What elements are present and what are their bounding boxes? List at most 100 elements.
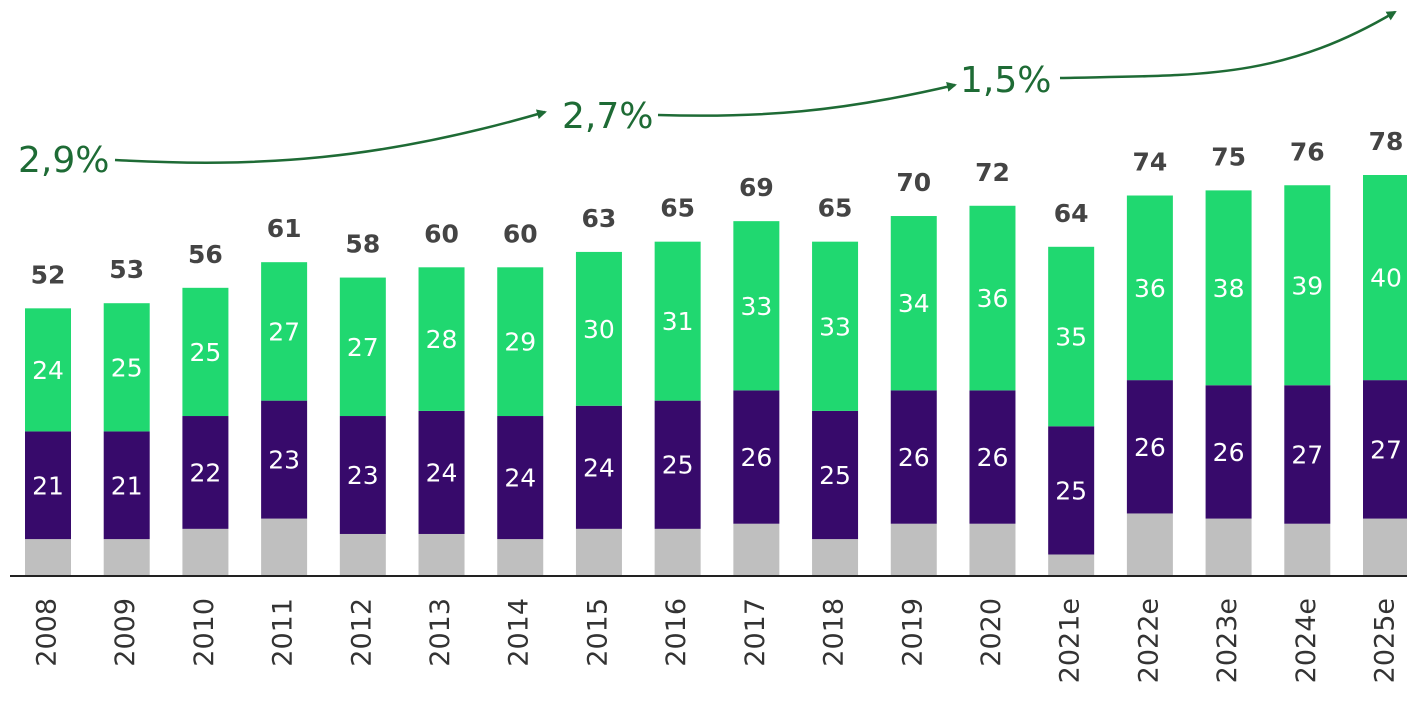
segment-label: 26 (898, 443, 930, 472)
total-label: 64 (1054, 199, 1089, 228)
bar-segment (261, 262, 308, 401)
annotation: 1,5% (960, 60, 1051, 101)
total-label: 72 (975, 158, 1010, 187)
bar-segment (812, 539, 859, 575)
segment-label: 23 (268, 446, 300, 475)
x-tick-label: 2023e (1212, 598, 1243, 683)
bar-segment (969, 523, 1016, 575)
bar-segment (25, 431, 71, 540)
bar-segment (1126, 380, 1173, 514)
segment-label: 25 (111, 353, 143, 382)
bar-segment (654, 400, 701, 529)
bar-segment (418, 533, 465, 575)
bar-segment (497, 539, 544, 575)
segment-label: 34 (898, 289, 930, 318)
x-tick-label: 2017 (740, 598, 771, 667)
bar-segment (733, 523, 780, 575)
bar-segment (969, 390, 1016, 524)
bar-segment (182, 528, 229, 575)
bar-segment (890, 390, 937, 524)
bar-segment (1205, 518, 1252, 575)
bar-segment (812, 241, 859, 411)
annotation: 2,7% (562, 96, 653, 137)
bar-segment (103, 431, 150, 540)
segment-label: 27 (1370, 435, 1402, 464)
total-label: 63 (582, 204, 617, 233)
bar-segment (1284, 523, 1331, 575)
x-tick-label: 2020 (976, 598, 1007, 667)
segment-label: 33 (740, 292, 772, 321)
bar-segment (1205, 190, 1252, 386)
bar-segment (418, 267, 465, 411)
cagr-arrow (1059, 10, 1397, 80)
bar-segment (1363, 175, 1407, 381)
x-tick-label: 2011 (268, 598, 299, 667)
total-label: 56 (188, 240, 223, 269)
segment-label: 23 (347, 461, 379, 490)
x-tick-label: 2014 (504, 598, 535, 667)
x-tick-label: 2015 (582, 598, 613, 667)
bar-segment (497, 267, 544, 417)
segment-label: 39 (1291, 271, 1323, 300)
bar-segment (182, 287, 229, 417)
segment-label: 24 (583, 453, 615, 482)
segment-label: 28 (426, 325, 458, 354)
x-tick-label: 2013 (425, 598, 456, 667)
bar-segment (418, 410, 465, 534)
bar-segment (339, 533, 386, 575)
bar-segment (1048, 426, 1095, 555)
segment-label: 26 (740, 443, 772, 472)
total-label: 58 (345, 230, 380, 259)
segment-label: 36 (1134, 274, 1166, 303)
x-tick-label: 2016 (661, 598, 692, 667)
x-tick-label: 2021e (1055, 598, 1086, 683)
total-label: 69 (739, 173, 774, 202)
total-label: 76 (1290, 137, 1325, 166)
total-label: 74 (1132, 148, 1167, 177)
segment-label: 33 (819, 312, 851, 341)
bar-segment (654, 241, 701, 401)
x-tick-label: 2019 (897, 598, 928, 667)
x-tick-label: 2022e (1133, 598, 1164, 683)
bar-segment (182, 416, 229, 529)
bar-segment (1363, 518, 1407, 575)
total-label: 52 (31, 260, 66, 289)
bar-segment (575, 405, 622, 529)
total-label: 70 (896, 168, 931, 197)
bar-segment (103, 539, 150, 575)
bar-segment (497, 416, 544, 540)
bar-segment (339, 277, 386, 417)
bar-segment (261, 400, 308, 519)
segment-label: 27 (1291, 440, 1323, 469)
x-tick-label: 2009 (110, 598, 141, 667)
bar-segment (1048, 246, 1095, 427)
bar-segment (1205, 385, 1252, 519)
bar-segment (1284, 385, 1331, 524)
x-tick-label: 2010 (189, 598, 220, 667)
total-label: 60 (424, 219, 459, 248)
segment-label: 35 (1055, 323, 1087, 352)
total-label: 60 (503, 219, 538, 248)
segment-label: 27 (347, 333, 379, 362)
segment-label: 30 (583, 315, 615, 344)
segment-label: 25 (662, 451, 694, 480)
bar-segment (25, 539, 71, 575)
segment-label: 21 (111, 471, 143, 500)
bar-segment (969, 205, 1016, 391)
segment-label: 24 (32, 356, 64, 385)
cagr-arrow (114, 109, 547, 164)
segment-label: 29 (504, 328, 536, 357)
segment-label: 26 (1134, 433, 1166, 462)
bar-segment (261, 518, 308, 575)
annotation: 2,9% (18, 140, 109, 181)
segment-label: 31 (662, 307, 694, 336)
bar-segment (1048, 554, 1095, 575)
total-label: 65 (818, 194, 853, 223)
bar-segment (25, 308, 71, 432)
bar-segment (733, 390, 780, 524)
x-tick-label: 2018 (819, 598, 850, 667)
bar-segment (103, 303, 150, 432)
total-label: 53 (109, 255, 144, 284)
